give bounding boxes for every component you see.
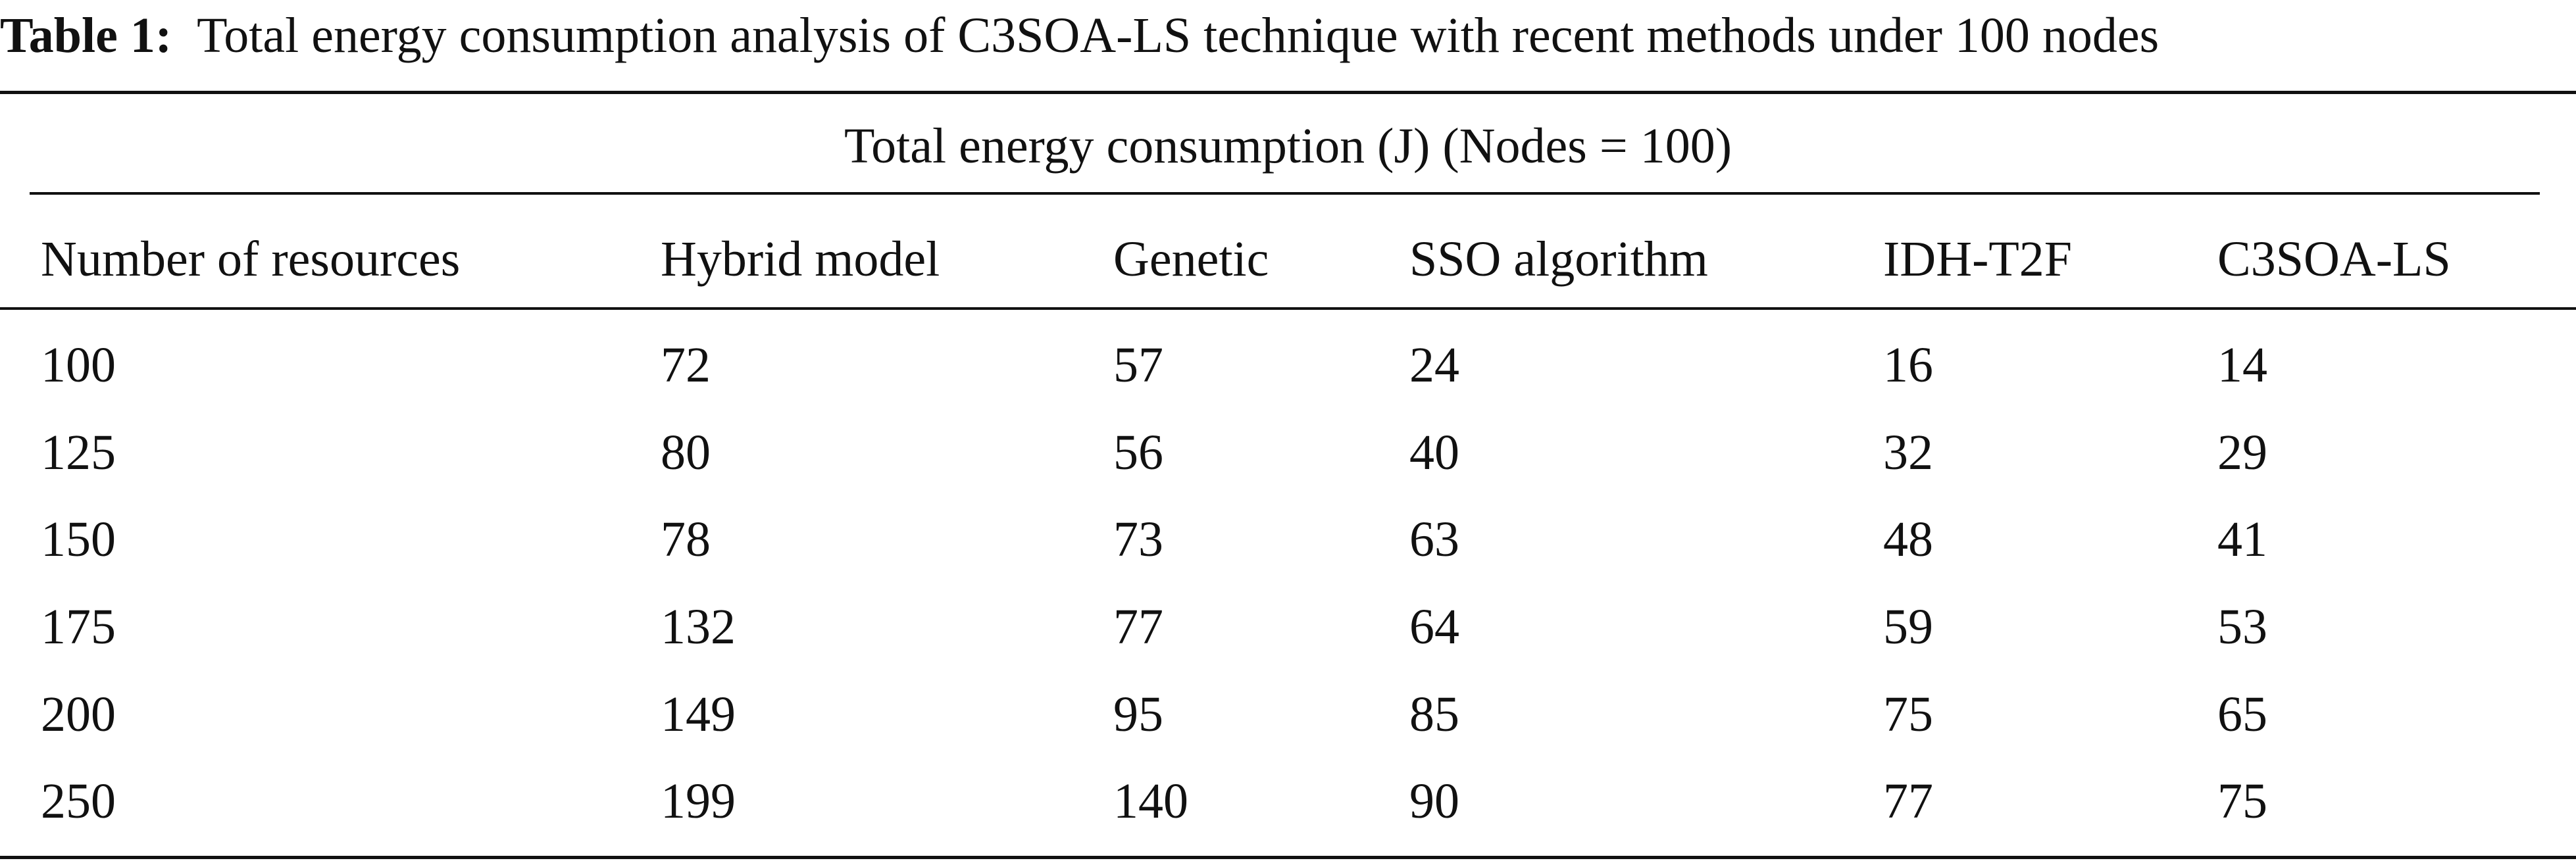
- table-cell: 140: [1113, 774, 1188, 829]
- table-cell: 72: [661, 337, 711, 393]
- table-cell: 95: [1113, 687, 1163, 742]
- table-top-rule: [0, 91, 2576, 94]
- column-header-c3soa-ls: C3SOA-LS: [2217, 232, 2451, 287]
- table-cell: 132: [661, 599, 736, 655]
- header-rule: [0, 307, 2576, 310]
- table-cell: 250: [41, 774, 116, 829]
- table-cell: 199: [661, 774, 736, 829]
- column-header-genetic: Genetic: [1113, 232, 1269, 287]
- table-cell: 24: [1409, 337, 1459, 393]
- table-cell: 14: [2217, 337, 2267, 393]
- table-cell: 65: [2217, 687, 2267, 742]
- table-cell: 80: [661, 425, 711, 480]
- column-header-sso-algorithm: SSO algorithm: [1409, 232, 1708, 287]
- table-cell: 125: [41, 425, 116, 480]
- group-header-rule: [30, 192, 2540, 195]
- table-cell: 40: [1409, 425, 1459, 480]
- table-cell: 200: [41, 687, 116, 742]
- table-cell: 64: [1409, 599, 1459, 655]
- table-cell: 78: [661, 512, 711, 567]
- column-header-idh-t2f: IDH-T2F: [1883, 232, 2073, 287]
- table-cell: 75: [1883, 687, 1933, 742]
- table-cell: 77: [1883, 774, 1933, 829]
- table-group-header: Total energy consumption (J) (Nodes = 10…: [844, 118, 1732, 174]
- table-bottom-rule: [0, 856, 2576, 859]
- caption-label: Table 1:: [0, 8, 172, 63]
- table-cell: 57: [1113, 337, 1163, 393]
- column-header-resources: Number of resources: [41, 232, 461, 287]
- table-cell: 63: [1409, 512, 1459, 567]
- table-cell: 149: [661, 687, 736, 742]
- table-cell: 150: [41, 512, 116, 567]
- table-cell: 85: [1409, 687, 1459, 742]
- table-cell: 48: [1883, 512, 1933, 567]
- table-cell: 100: [41, 337, 116, 393]
- caption-text: Total energy consumption analysis of C3S…: [197, 8, 2159, 63]
- column-header-hybrid-model: Hybrid model: [661, 232, 940, 287]
- table-cell: 175: [41, 599, 116, 655]
- table-cell: 32: [1883, 425, 1933, 480]
- table-cell: 77: [1113, 599, 1163, 655]
- table-cell: 90: [1409, 774, 1459, 829]
- table-cell: 29: [2217, 425, 2267, 480]
- table-cell: 56: [1113, 425, 1163, 480]
- table-cell: 75: [2217, 774, 2267, 829]
- table-cell: 53: [2217, 599, 2267, 655]
- table-cell: 73: [1113, 512, 1163, 567]
- table-cell: 41: [2217, 512, 2267, 567]
- table-caption: Table 1: Total energy consumption analys…: [0, 3, 2159, 68]
- table-cell: 16: [1883, 337, 1933, 393]
- table-cell: 59: [1883, 599, 1933, 655]
